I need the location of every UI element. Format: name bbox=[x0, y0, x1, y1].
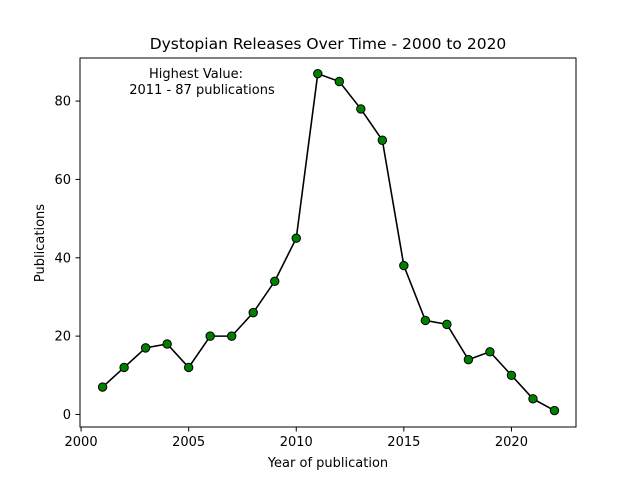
x-tick-label: 2020 bbox=[495, 435, 528, 450]
marks-layer bbox=[97, 68, 560, 416]
data-point-2004 bbox=[162, 339, 172, 349]
y-axis-label: Publications bbox=[33, 204, 48, 282]
data-point-2017 bbox=[442, 319, 452, 330]
data-point-2011 bbox=[313, 68, 323, 79]
data-point-2014 bbox=[377, 135, 388, 145]
data-point-2001 bbox=[97, 382, 108, 392]
data-point-2015 bbox=[399, 260, 409, 271]
x-tick-label: 2015 bbox=[387, 435, 420, 450]
data-point-2020 bbox=[506, 370, 517, 380]
data-point-2006 bbox=[205, 331, 215, 341]
data-point-2021 bbox=[528, 394, 538, 404]
y-tick-label: 40 bbox=[54, 251, 71, 266]
y-tick-label: 60 bbox=[54, 173, 71, 188]
data-point-2012 bbox=[334, 76, 344, 87]
data-point-2018 bbox=[463, 354, 474, 365]
data-point-2009 bbox=[270, 276, 280, 286]
x-axis-label: Year of publication bbox=[267, 456, 388, 471]
data-point-2010 bbox=[291, 233, 301, 243]
data-point-2003 bbox=[140, 343, 151, 353]
data-point-2005 bbox=[183, 362, 194, 373]
x-tick-label: 2010 bbox=[280, 435, 313, 450]
data-point-2016 bbox=[420, 315, 431, 326]
x-tick-label: 2000 bbox=[65, 435, 98, 450]
data-point-2007 bbox=[227, 331, 237, 341]
plot-frame bbox=[79, 57, 577, 428]
chart-title: Dystopian Releases Over Time - 2000 to 2… bbox=[150, 35, 507, 53]
data-point-2019 bbox=[485, 347, 495, 357]
data-point-2013 bbox=[356, 104, 366, 114]
x-tick-label: 2005 bbox=[172, 435, 205, 450]
y-tick-label: 20 bbox=[54, 330, 71, 345]
annotation-line-2: 2011 - 87 publications bbox=[129, 83, 275, 98]
y-tick-label: 80 bbox=[54, 95, 71, 110]
data-point-2022 bbox=[549, 405, 560, 416]
y-tick-label: 0 bbox=[63, 408, 71, 423]
series-line bbox=[102, 72, 555, 412]
data-point-2008 bbox=[248, 307, 258, 318]
ticks-layer: 2000 2005 2010 2015 2020 0 20 40 60 80 bbox=[54, 95, 528, 450]
annotation-line-1: Highest Value: bbox=[149, 67, 243, 82]
data-point-2002 bbox=[119, 362, 129, 373]
